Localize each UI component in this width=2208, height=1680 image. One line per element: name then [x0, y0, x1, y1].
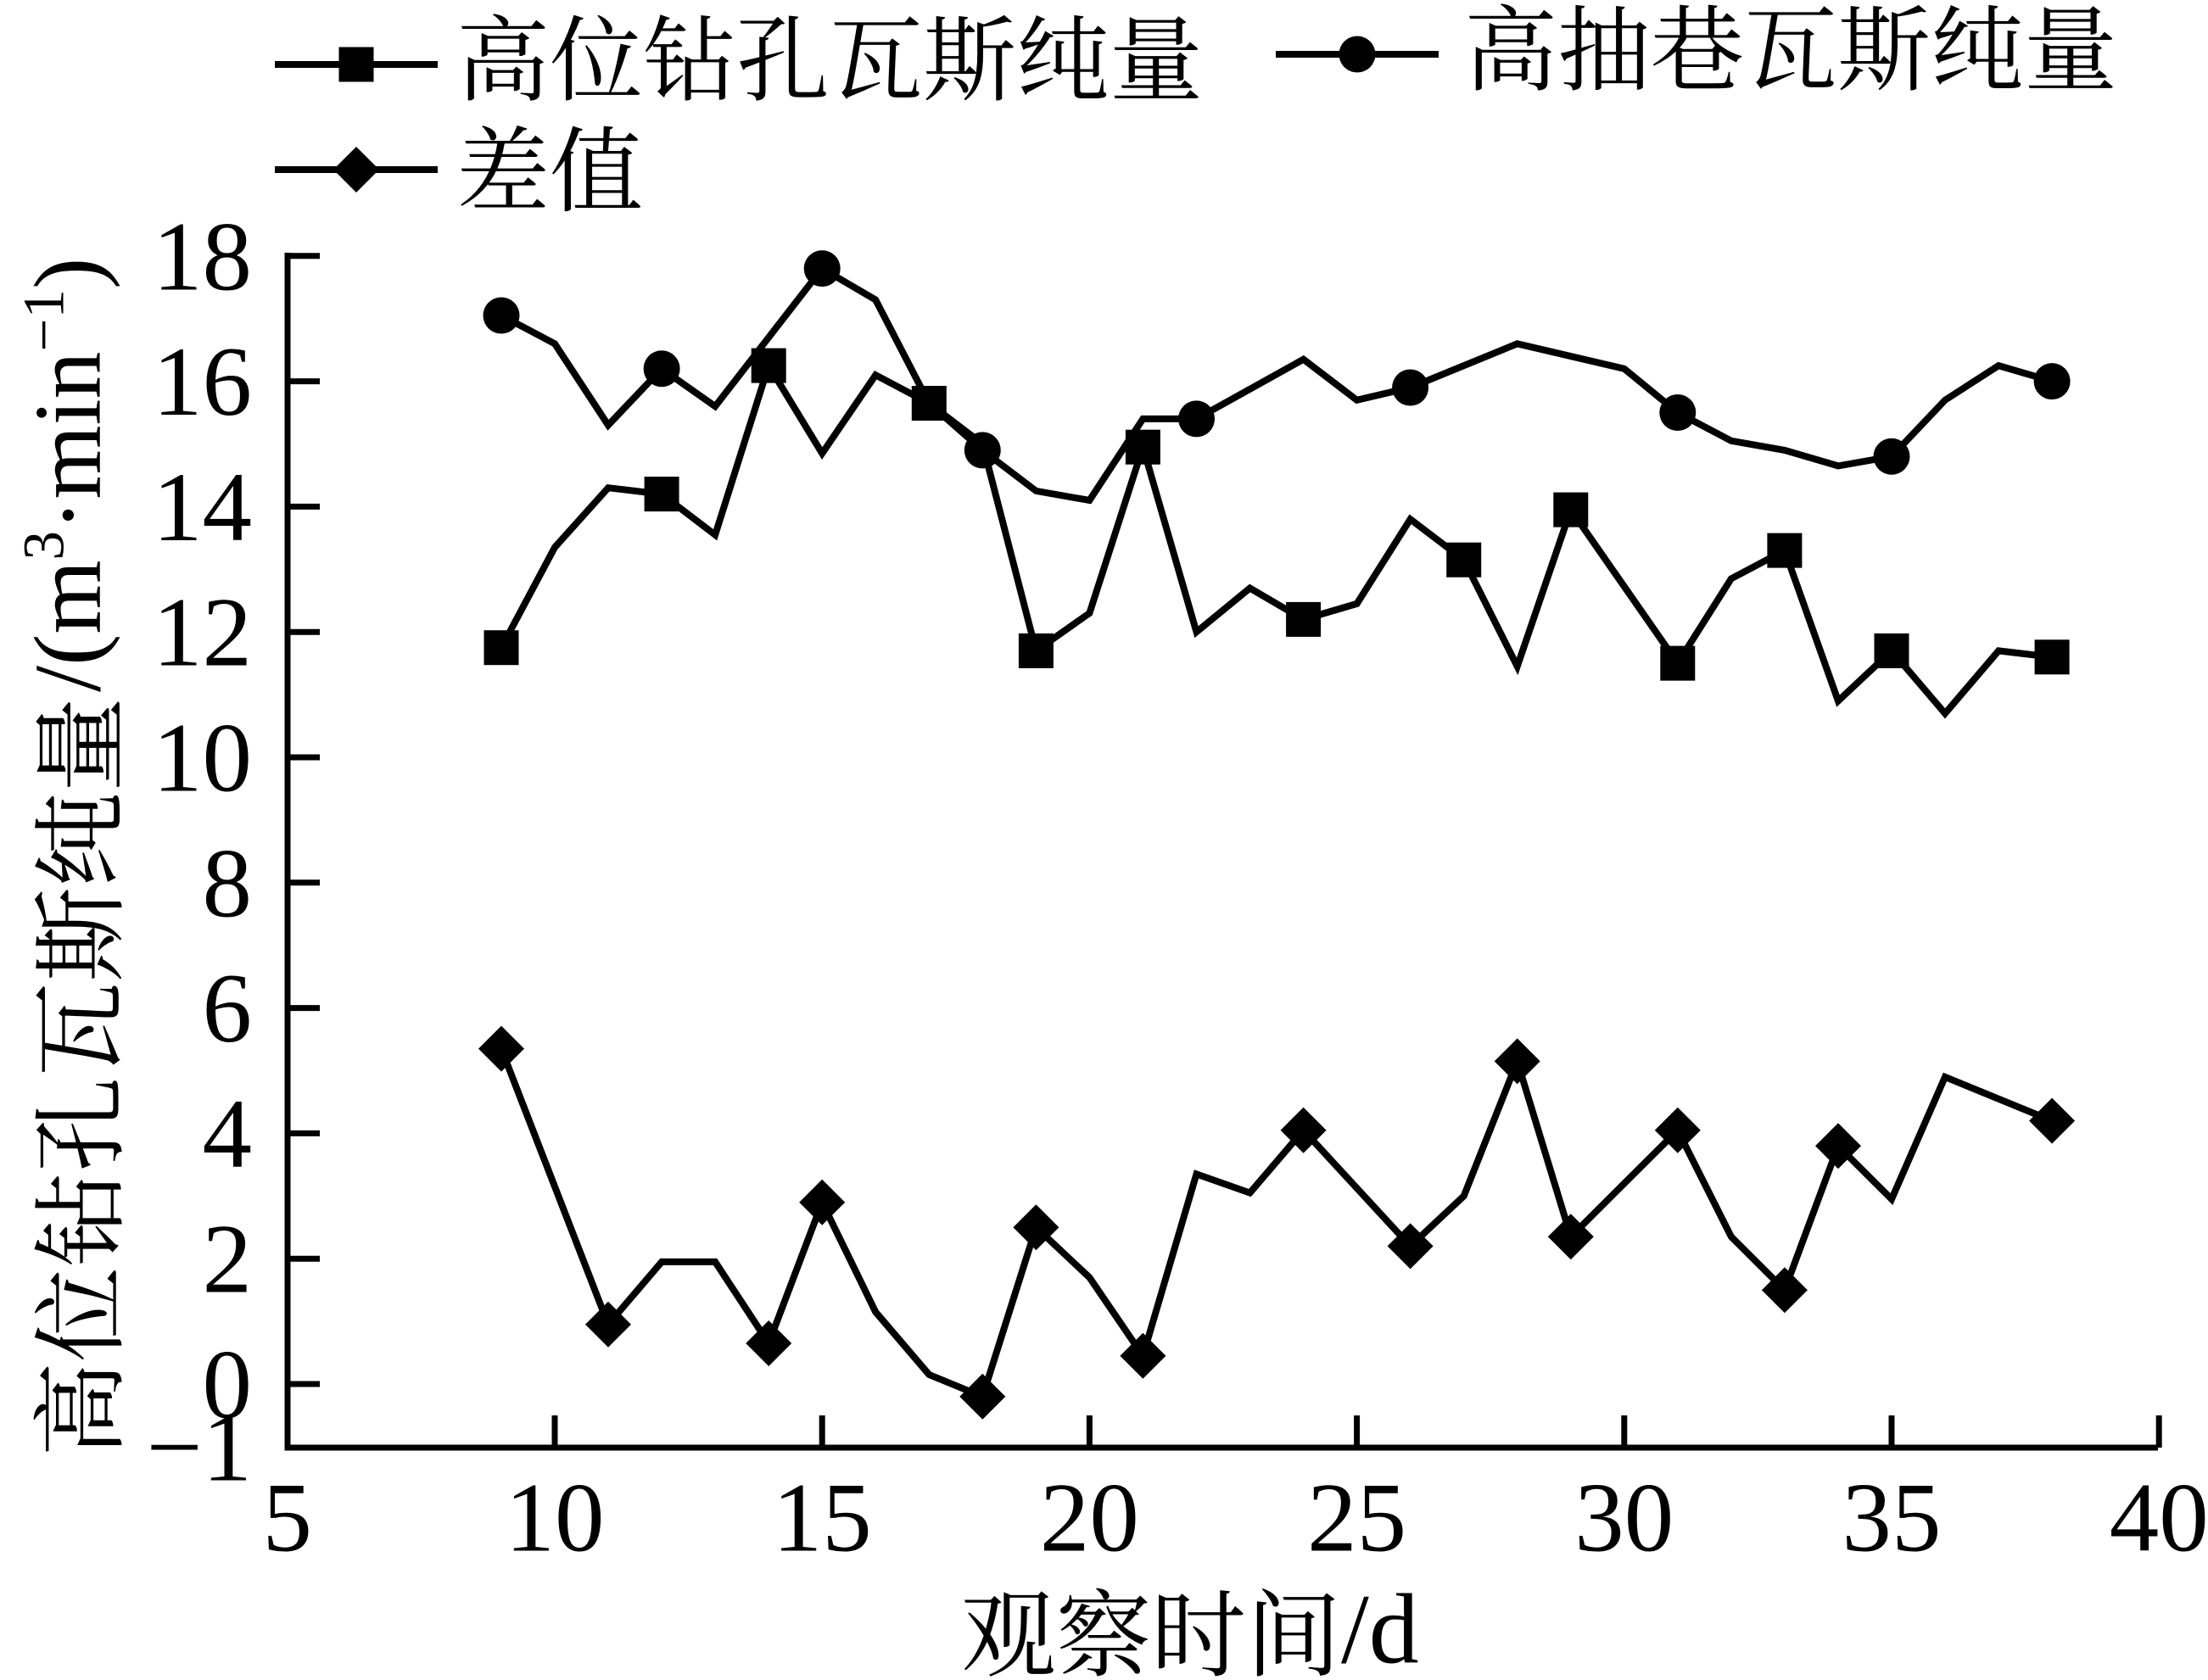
- svg-text:20: 20: [1040, 1464, 1139, 1573]
- svg-text:14: 14: [153, 453, 252, 562]
- svg-text:18: 18: [153, 202, 252, 311]
- svg-text:25: 25: [1307, 1464, 1406, 1573]
- svg-text:4: 4: [203, 1080, 253, 1189]
- svg-text:2: 2: [203, 1205, 253, 1314]
- svg-text:10: 10: [506, 1464, 605, 1573]
- svg-text:15: 15: [773, 1464, 872, 1573]
- svg-text:40: 40: [2110, 1464, 2208, 1573]
- svg-text:0: 0: [203, 1331, 253, 1440]
- svg-text:12: 12: [153, 578, 252, 688]
- svg-text:8: 8: [203, 829, 253, 938]
- svg-text:6: 6: [203, 954, 253, 1063]
- svg-text:−1: −1: [147, 1393, 252, 1502]
- svg-text:30: 30: [1574, 1464, 1674, 1573]
- svg-text:/d: /d: [1341, 1573, 1419, 1680]
- svg-text:10: 10: [153, 704, 252, 813]
- svg-text:5: 5: [263, 1464, 313, 1573]
- svg-text:35: 35: [1842, 1464, 1942, 1573]
- svg-text:16: 16: [153, 327, 252, 437]
